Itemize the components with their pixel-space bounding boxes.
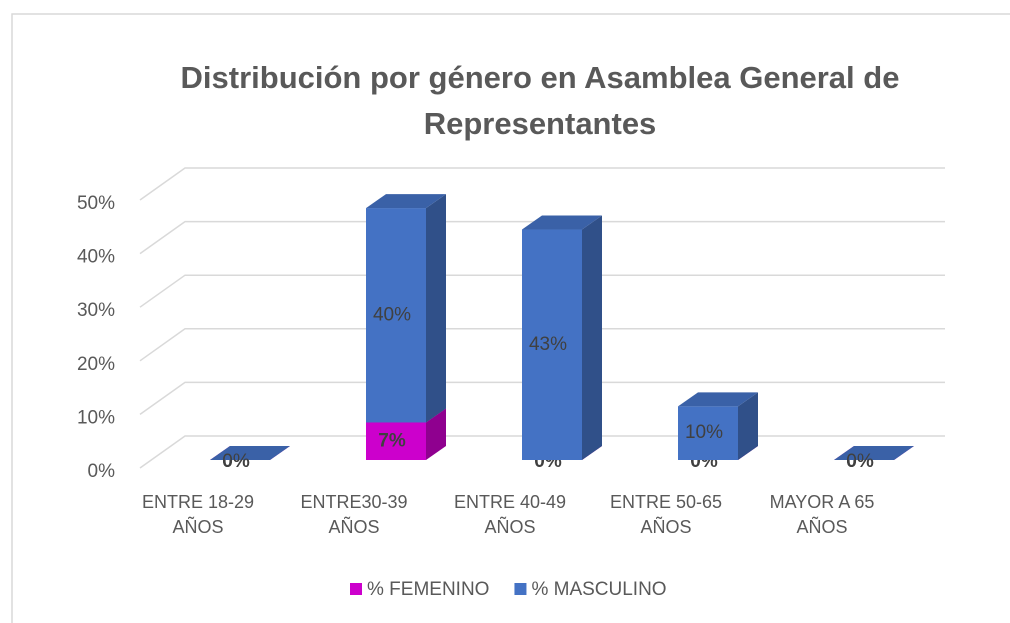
x-tick-label: ENTRE 40-49 AÑOS <box>453 492 567 537</box>
data-label: 0% <box>222 451 250 472</box>
grid-line <box>139 167 945 201</box>
y-tick-label: 10% <box>77 407 115 428</box>
x-tick-label: ENTRE 18-29 AÑOS <box>141 492 255 537</box>
bar-segment <box>522 215 602 460</box>
bar-front <box>366 422 426 460</box>
data-label: 40% <box>373 304 411 325</box>
bar-top <box>522 215 602 230</box>
legend-swatch <box>514 583 527 595</box>
y-tick-label: 20% <box>77 354 115 375</box>
grid-line <box>139 274 945 308</box>
y-tick-label: 50% <box>77 193 115 214</box>
bar-top <box>834 446 914 460</box>
x-tick-label: ENTRE 50-65 AÑOS <box>609 492 723 537</box>
bar-segment <box>834 446 914 460</box>
data-label: 43% <box>529 334 567 355</box>
bar-front <box>522 229 582 460</box>
bar-segment <box>678 392 758 460</box>
grid-line <box>139 381 945 416</box>
chart-border <box>11 13 1010 623</box>
data-label: 10% <box>685 422 723 443</box>
chart-title: Distribución por género en Asamblea Gene… <box>180 60 900 141</box>
bar-top <box>210 446 290 460</box>
grid-line <box>139 328 945 362</box>
bar-top <box>366 194 446 209</box>
bar-front <box>678 406 738 460</box>
bar-side <box>582 215 602 460</box>
x-tick-label: ENTRE30-39 AÑOS <box>300 492 408 537</box>
bar-side <box>738 392 758 460</box>
y-tick-label: 30% <box>77 300 115 321</box>
x-tick-label: MAYOR A 65 AÑOS <box>769 492 875 537</box>
bar-top <box>678 392 758 407</box>
data-label: 7% <box>378 430 406 451</box>
bar-segment <box>366 194 446 423</box>
y-tick-label: 40% <box>77 247 115 268</box>
legend-swatch <box>350 583 362 595</box>
legend-label: % MASCULINO <box>531 579 666 600</box>
bar-segment <box>210 446 290 460</box>
grid-line <box>139 220 945 255</box>
bar-side <box>426 194 446 423</box>
bar-side <box>426 408 446 460</box>
legend-label: % FEMENINO <box>367 579 489 600</box>
bar-front <box>366 208 426 423</box>
y-tick-label: 0% <box>88 461 116 482</box>
data-label: 0% <box>846 451 874 472</box>
